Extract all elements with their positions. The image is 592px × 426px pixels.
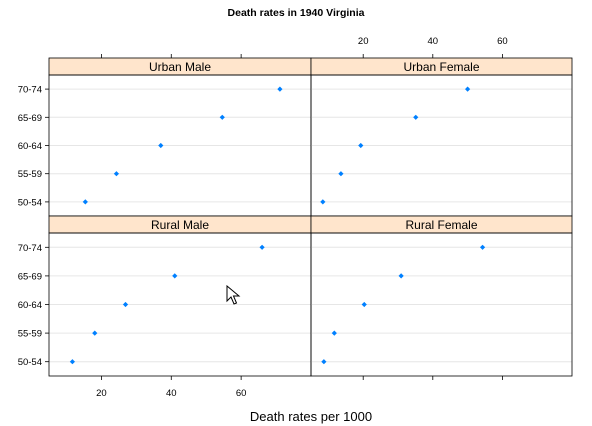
data-point-urban-female-65-69: [413, 114, 419, 120]
data-point-urban-male-50-54: [82, 199, 88, 205]
y-tick-label: 50-54: [18, 197, 42, 208]
data-point-urban-male-65-69: [219, 114, 225, 120]
data-point-urban-female-70-74: [465, 86, 471, 92]
panel-strip-label: Urban Female: [403, 60, 479, 74]
panel-strip-label: Rural Male: [151, 218, 209, 232]
x-tick-label-top: 40: [428, 36, 439, 47]
x-tick-label-top: 20: [358, 36, 369, 47]
data-point-urban-male-60-64: [158, 142, 164, 149]
data-point-rural-male-55-59: [92, 330, 98, 336]
data-point-urban-female-55-59: [338, 171, 344, 177]
y-tick-label: 70-74: [18, 85, 42, 96]
y-tick-label: 55-59: [18, 169, 42, 180]
x-tick-label-bottom: 20: [96, 388, 107, 399]
data-point-urban-female-50-54: [320, 199, 326, 205]
x-tick-label-bottom: 40: [166, 388, 177, 399]
panel-rural-male: Rural Male: [48, 215, 312, 377]
x-tick-label-bottom: 60: [236, 388, 247, 399]
y-tick-label: 70-74: [18, 243, 42, 254]
y-tick-label: 50-54: [18, 357, 42, 368]
y-tick-label: 65-69: [18, 113, 42, 124]
data-point-rural-male-60-64: [122, 301, 129, 308]
axes: 50-54 55-59 60-64 65-69 70-74 50-54 55-59 60-64…: [18, 36, 508, 399]
y-tick-label: 60-64: [18, 300, 42, 311]
panels: Urban Male Urban Female Rural Male Rural Fe…: [48, 57, 573, 377]
data-point-rural-female-60-64: [361, 301, 367, 308]
chart-title: Death rates in 1940 Virginia: [228, 7, 365, 19]
data-point-rural-male-65-69: [172, 273, 178, 279]
data-point-rural-female-65-69: [398, 273, 404, 279]
data-point-rural-female-55-59: [331, 330, 337, 336]
panel-urban-male: Urban Male: [48, 57, 312, 217]
panel-rural-female: Rural Female: [310, 215, 573, 377]
data-point-rural-female-70-74: [479, 244, 486, 250]
panel-frame: [310, 232, 573, 377]
panel-strip-label: Urban Male: [149, 60, 211, 74]
data-point-rural-male-70-74: [259, 244, 265, 250]
data-point-urban-female-60-64: [358, 142, 364, 149]
data-point-rural-female-50-54: [321, 359, 327, 365]
y-tick-label: 60-64: [18, 141, 42, 152]
x-tick-label-top: 60: [497, 36, 508, 47]
mouse-pointer-icon: [226, 285, 241, 305]
data-point-urban-male-55-59: [113, 171, 120, 177]
y-tick-label: 55-59: [18, 329, 42, 340]
y-tick-label: 65-69: [18, 271, 42, 282]
x-axis-label: Death rates per 1000: [250, 409, 372, 424]
data-point-rural-male-50-54: [69, 359, 76, 365]
data-point-urban-male-70-74: [277, 86, 283, 92]
panel-urban-female: Urban Female: [310, 57, 573, 217]
panel-strip-label: Rural Female: [405, 218, 477, 232]
